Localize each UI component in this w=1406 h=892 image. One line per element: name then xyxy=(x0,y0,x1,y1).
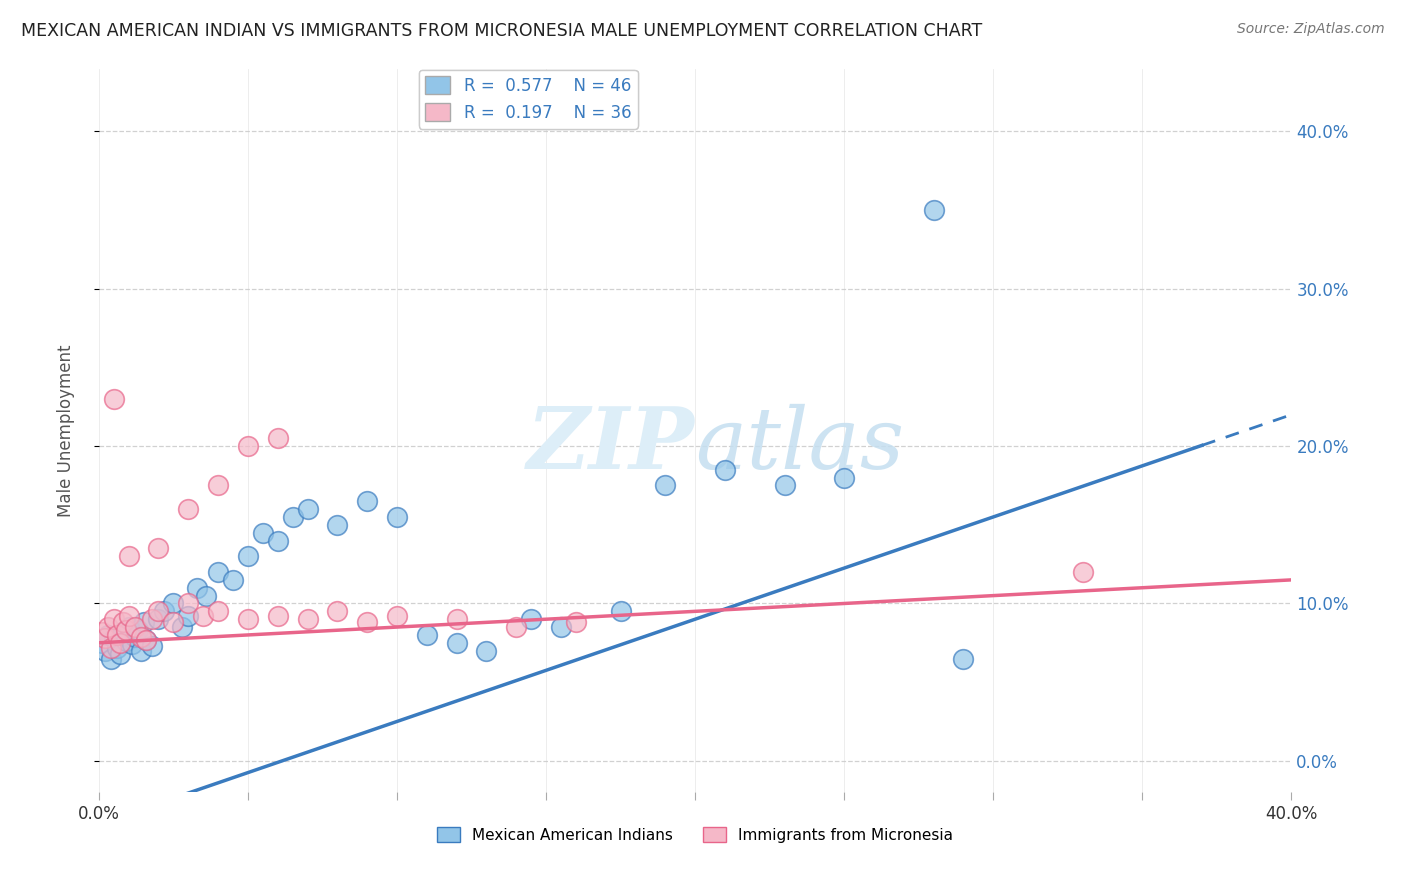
Point xyxy=(111,615,134,630)
Point xyxy=(207,565,229,579)
Text: ZIP: ZIP xyxy=(527,403,695,487)
Point xyxy=(186,581,208,595)
Point xyxy=(153,604,176,618)
Point xyxy=(609,604,631,618)
Point xyxy=(356,615,378,630)
Point xyxy=(135,632,157,647)
Point xyxy=(252,525,274,540)
Point xyxy=(162,597,184,611)
Point xyxy=(114,624,136,638)
Point xyxy=(103,392,125,406)
Point xyxy=(129,630,152,644)
Point xyxy=(207,478,229,492)
Point xyxy=(267,609,290,624)
Point xyxy=(117,609,139,624)
Point xyxy=(446,612,468,626)
Point xyxy=(108,647,131,661)
Point xyxy=(90,636,112,650)
Point xyxy=(236,612,259,626)
Point xyxy=(177,597,200,611)
Point xyxy=(195,589,218,603)
Point xyxy=(236,549,259,564)
Point xyxy=(108,636,131,650)
Point xyxy=(207,604,229,618)
Point xyxy=(103,612,125,626)
Point xyxy=(97,620,120,634)
Point xyxy=(505,620,527,634)
Point xyxy=(117,620,139,634)
Text: atlas: atlas xyxy=(695,403,904,486)
Point xyxy=(952,651,974,665)
Point xyxy=(148,541,170,556)
Point xyxy=(94,631,117,645)
Point xyxy=(148,612,170,626)
Point xyxy=(162,615,184,630)
Point xyxy=(105,640,128,655)
Point xyxy=(111,624,134,639)
Point xyxy=(177,502,200,516)
Point xyxy=(124,620,146,634)
Point xyxy=(94,643,117,657)
Point xyxy=(326,604,349,618)
Point xyxy=(148,604,170,618)
Point xyxy=(565,615,588,630)
Y-axis label: Male Unemployment: Male Unemployment xyxy=(58,344,75,516)
Point xyxy=(922,203,945,218)
Point xyxy=(714,463,737,477)
Point xyxy=(520,612,543,626)
Point xyxy=(297,502,319,516)
Legend: R =  0.577    N = 46, R =  0.197    N = 36: R = 0.577 N = 46, R = 0.197 N = 36 xyxy=(419,70,638,128)
Point xyxy=(129,643,152,657)
Point xyxy=(236,439,259,453)
Point xyxy=(773,478,796,492)
Point xyxy=(114,634,136,648)
Point xyxy=(267,431,290,445)
Point xyxy=(90,624,112,639)
Point xyxy=(172,620,194,634)
Text: MEXICAN AMERICAN INDIAN VS IMMIGRANTS FROM MICRONESIA MALE UNEMPLOYMENT CORRELAT: MEXICAN AMERICAN INDIAN VS IMMIGRANTS FR… xyxy=(21,22,983,40)
Point xyxy=(191,609,214,624)
Point xyxy=(281,510,304,524)
Point xyxy=(385,609,408,624)
Point xyxy=(654,478,676,492)
Point xyxy=(222,573,245,587)
Point xyxy=(446,636,468,650)
Point xyxy=(103,631,125,645)
Point xyxy=(326,517,349,532)
Point xyxy=(550,620,572,634)
Point xyxy=(141,612,163,626)
Point xyxy=(1071,565,1094,579)
Point xyxy=(416,628,439,642)
Point xyxy=(385,510,408,524)
Point xyxy=(100,640,122,655)
Point xyxy=(267,533,290,548)
Text: Source: ZipAtlas.com: Source: ZipAtlas.com xyxy=(1237,22,1385,37)
Point xyxy=(127,624,149,638)
Point xyxy=(132,615,155,630)
Point xyxy=(121,637,143,651)
Point xyxy=(356,494,378,508)
Point xyxy=(832,470,855,484)
Point xyxy=(117,549,139,564)
Point xyxy=(135,632,157,647)
Point xyxy=(105,628,128,642)
Point xyxy=(100,651,122,665)
Point xyxy=(141,639,163,653)
Point xyxy=(177,609,200,624)
Point xyxy=(124,630,146,644)
Point xyxy=(475,643,498,657)
Point xyxy=(297,612,319,626)
Point xyxy=(97,628,120,642)
